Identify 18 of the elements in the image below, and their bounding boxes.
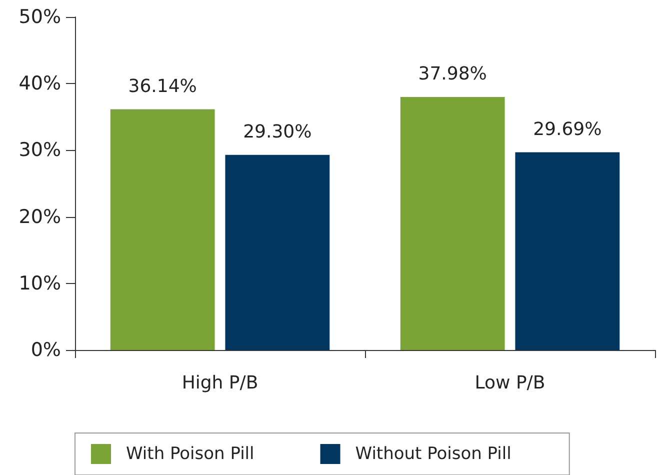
legend-label: Without Poison Pill	[355, 444, 512, 464]
bar	[110, 109, 215, 350]
x-tick-label: High P/B	[182, 372, 258, 394]
y-tick-label: 30%	[18, 139, 61, 162]
legend-label: With Poison Pill	[126, 444, 254, 464]
y-tick-label: 20%	[18, 206, 61, 228]
y-tick-label: 50%	[18, 6, 61, 28]
data-label: 37.98%	[418, 64, 487, 85]
y-tick-label: 40%	[18, 72, 61, 95]
x-tick-label: Low P/B	[474, 372, 546, 394]
y-tick-label: 0%	[30, 339, 61, 361]
bar	[515, 152, 620, 350]
data-label: 36.14%	[128, 76, 197, 97]
y-tick-label: 10%	[18, 272, 61, 294]
data-label: 29.30%	[243, 121, 312, 142]
bar	[400, 97, 505, 350]
bar	[225, 154, 330, 350]
data-label: 29.69%	[533, 118, 602, 140]
